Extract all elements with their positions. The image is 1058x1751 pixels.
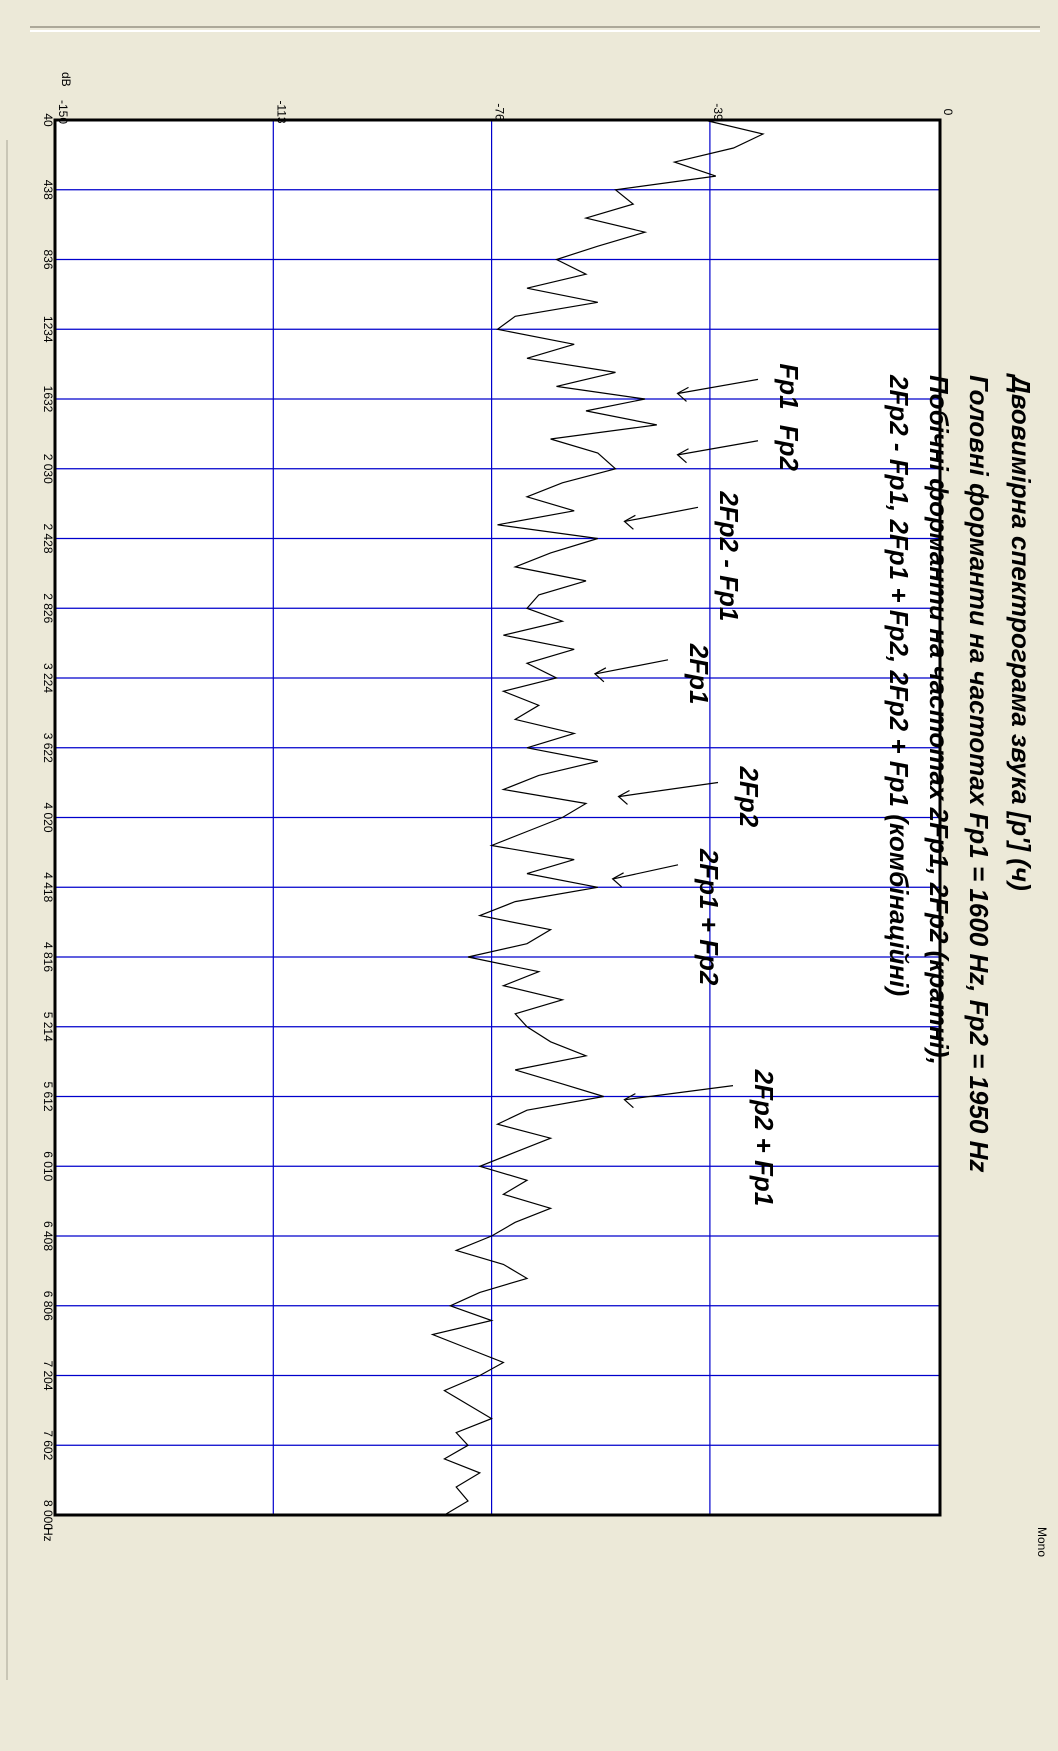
x-tick-label: 4 418 (41, 872, 55, 902)
annotation-label: 2Fp1 (684, 643, 714, 705)
x-tick-label: 2 826 (41, 593, 55, 623)
title-line: Побічні форманти на частотах 2Fp1, 2Fp2 … (924, 375, 954, 1065)
annotation-label: 2Fp2 + Fp1 (749, 1069, 779, 1207)
x-tick-label: 4 020 (41, 802, 55, 832)
y-tick-label: -150 (56, 100, 70, 124)
x-tick-label: 3 622 (41, 733, 55, 763)
annotation-arrowhead (611, 872, 624, 888)
x-axis-unit: Hz (41, 1527, 55, 1542)
y-tick-label: 0 (941, 109, 955, 116)
x-tick-label: 836 (41, 249, 55, 269)
x-tick-label: 1632 (41, 386, 55, 413)
x-tick-label: 1234 (41, 316, 55, 343)
x-tick-label: 2 030 (41, 454, 55, 484)
title-line: 2Fp2 - Fp1, 2Fp1 + Fp2, 2Fp2 + Fp1 (комб… (884, 374, 914, 996)
annotation-arrow (613, 864, 679, 880)
plot-frame (53, 118, 942, 1517)
annotation-arrowhead (623, 1093, 636, 1109)
annotation-arrowhead (593, 667, 607, 683)
annotation-arrow (619, 781, 719, 798)
x-tick-label: 6 010 (41, 1151, 55, 1181)
x-tick-label: 5 214 (41, 1012, 55, 1042)
x-tick-label: 6 806 (41, 1291, 55, 1321)
x-tick-label: 4 816 (41, 942, 55, 972)
x-tick-label: 5 612 (41, 1081, 55, 1111)
annotation-arrowhead (676, 386, 689, 402)
x-tick-label: 3 224 (41, 663, 55, 693)
annotation-arrowhead (623, 514, 636, 530)
annotation-label: 2Fp2 - Fp1 (714, 490, 744, 621)
annotation-label: Fp2 (774, 425, 804, 472)
left-frame-border (6, 140, 8, 1680)
annotation-label: 2Fp2 (734, 765, 764, 827)
annotation-arrow (625, 506, 699, 522)
y-axis-unit: dB (59, 72, 73, 87)
x-tick-label: 40 (41, 113, 55, 127)
annotation-arrowhead (676, 448, 689, 464)
x-tick-label: 2 428 (41, 523, 55, 553)
y-tick-label: -76 (493, 103, 507, 121)
annotation-label: 2Fp1 + Fp2 (694, 848, 724, 986)
x-tick-label: 8 000 (41, 1500, 55, 1530)
title-line: Головні форманти на частотах Fp1 = 1600 … (964, 375, 994, 1172)
annotation-arrow (678, 378, 759, 394)
x-tick-label: 438 (41, 180, 55, 200)
annotation-arrow (678, 440, 759, 456)
spectrum-line (430, 119, 765, 1516)
x-tick-label: 6 408 (41, 1221, 55, 1251)
annotation-arrowhead (617, 789, 630, 805)
title-line: Двовимірна спектрограма звука [р'] (ч) (1006, 373, 1036, 891)
x-tick-label: 7 602 (41, 1430, 55, 1460)
annotation-arrow (595, 659, 669, 675)
y-tick-label: -113 (274, 100, 288, 123)
annotation-label: Fp1 (774, 363, 804, 409)
channel-label: Mono (1035, 1527, 1049, 1557)
window-top-border (30, 26, 1040, 32)
x-tick-label: 7 204 (41, 1360, 55, 1390)
y-tick-label: -39 (711, 103, 725, 121)
annotation-arrow (625, 1085, 734, 1101)
